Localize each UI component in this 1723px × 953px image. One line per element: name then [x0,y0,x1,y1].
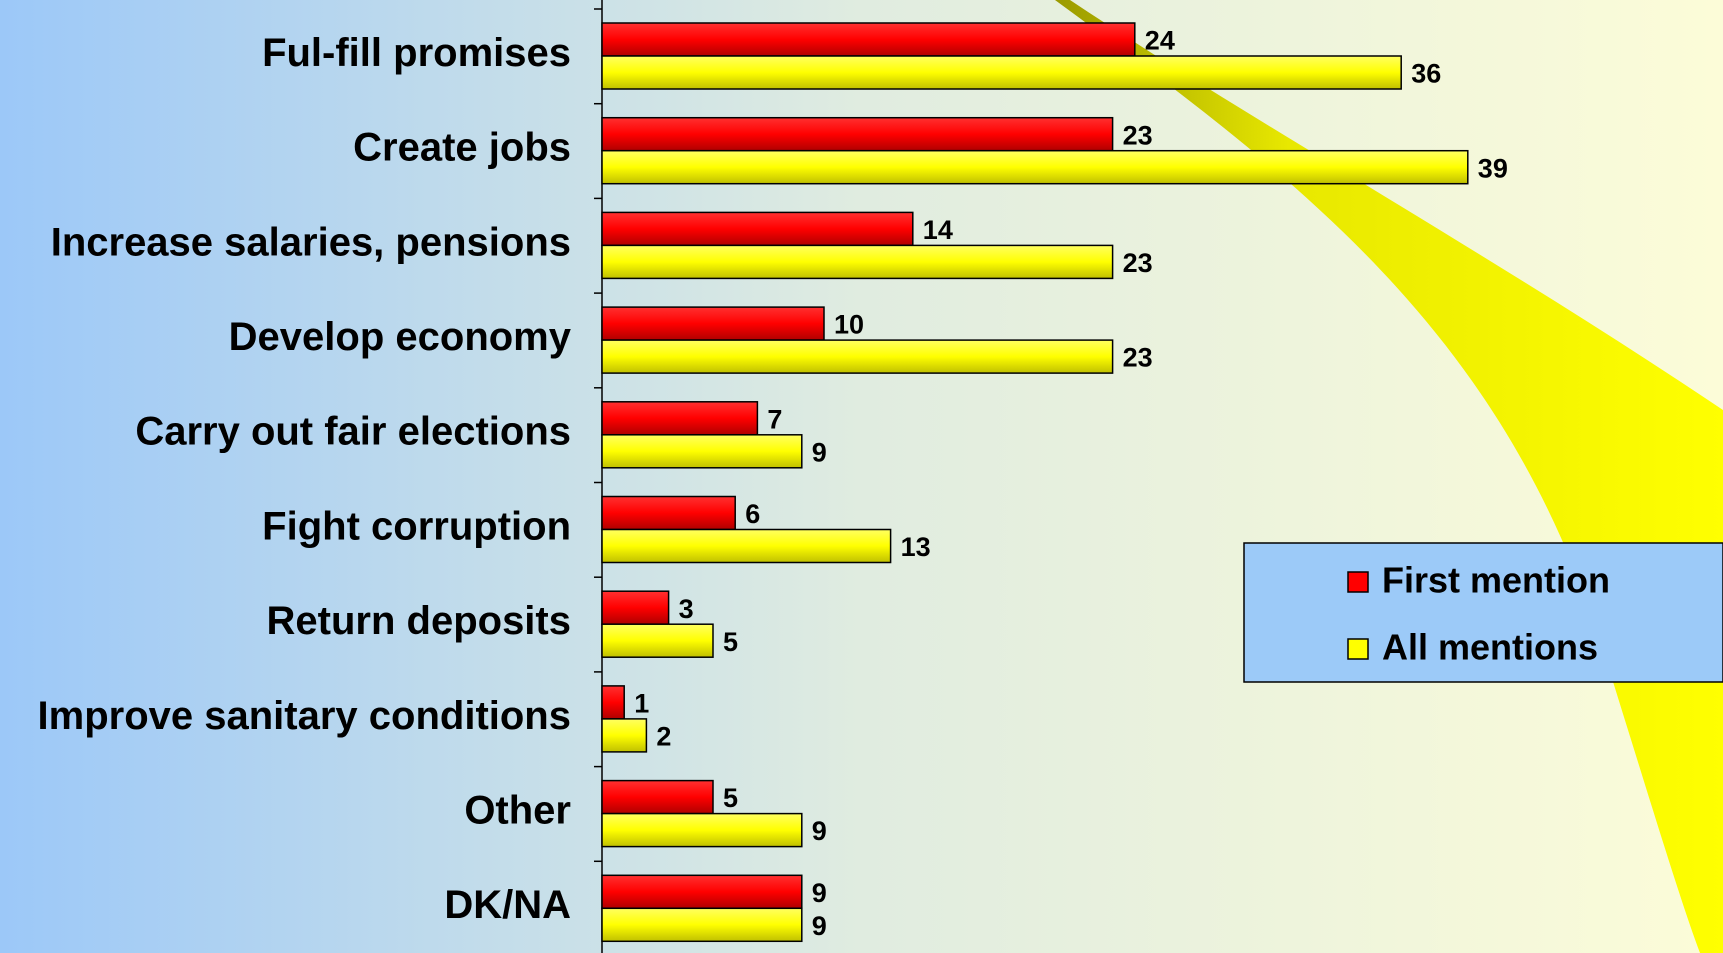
bar [601,401,759,436]
value-label: 14 [923,215,953,245]
bar [601,812,803,848]
category-label: Create jobs [353,126,571,170]
category-label: Carry out fair elections [135,410,571,454]
bar [601,339,1114,374]
category-label: Other [464,789,571,833]
value-label: 23 [1123,248,1153,278]
bar [601,718,648,753]
decor-swoosh [1055,0,1723,953]
bar [601,907,803,943]
value-label: 39 [1478,153,1508,183]
bar [601,528,892,564]
category-label: Develop economy [229,315,572,359]
legend-swatch [1347,571,1369,593]
legend-label: First mention [1382,560,1610,601]
bar [601,306,825,341]
category-label: Ful-fill promises [262,31,571,75]
value-label: 9 [812,816,827,846]
legend: First mention All mentions [1243,542,1723,683]
bar [601,211,914,247]
value-label: 9 [812,878,827,908]
bar [601,22,1136,57]
value-label: 9 [812,437,827,467]
value-label: 24 [1145,26,1175,56]
bar [601,244,1114,280]
category-label: Fight corruption [262,504,571,548]
bar [601,685,625,720]
value-label: 1 [634,689,649,719]
bar [601,590,670,625]
legend-label: All mentions [1382,627,1598,668]
bar [601,495,736,531]
bar [601,779,714,815]
category-label: DK/NA [444,883,571,927]
legend-swatch [1347,638,1369,660]
bar [601,434,803,469]
bar [601,623,714,658]
bar [601,55,1402,90]
value-label: 23 [1123,343,1153,373]
value-label: 23 [1123,120,1153,150]
value-label: 6 [745,499,760,529]
value-label: 13 [901,532,931,562]
value-label: 5 [723,627,738,657]
value-label: 36 [1411,59,1441,89]
value-label: 3 [679,594,694,624]
value-label: 10 [834,310,864,340]
category-label: Increase salaries, pensions [51,220,571,264]
value-label: 5 [723,783,738,813]
bar [601,116,1114,152]
value-label: 9 [812,911,827,941]
value-label: 2 [656,722,671,752]
value-label: 7 [767,404,782,434]
bar [601,874,803,910]
bar [601,149,1469,185]
category-label: Improve sanitary conditions [38,694,571,738]
legend-box [1243,542,1723,683]
category-label: Return deposits [267,599,571,643]
